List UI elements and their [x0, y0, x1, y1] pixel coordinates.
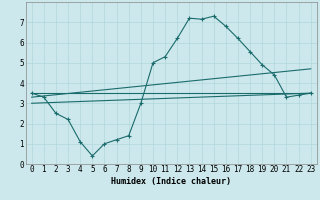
X-axis label: Humidex (Indice chaleur): Humidex (Indice chaleur) — [111, 177, 231, 186]
